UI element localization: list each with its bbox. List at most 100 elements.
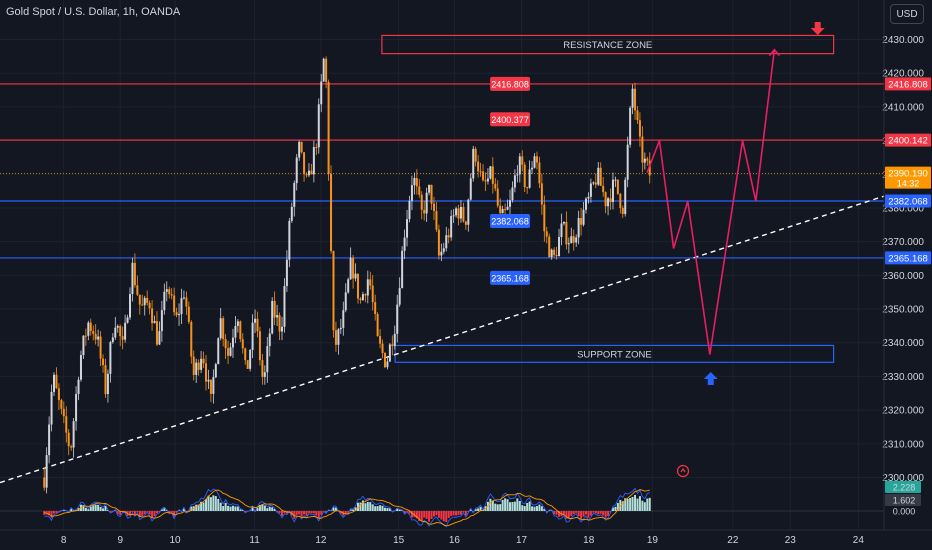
x-tick-label: 22 <box>727 535 739 546</box>
candle <box>62 401 65 424</box>
candle-body <box>543 204 546 232</box>
macd-bar <box>504 498 507 511</box>
alert-clock-icon[interactable] <box>676 464 690 478</box>
candle-body <box>361 294 364 301</box>
candle <box>217 337 220 365</box>
candle-body <box>224 339 227 349</box>
macd-bar <box>317 511 320 519</box>
candle <box>136 275 139 297</box>
candle <box>511 181 514 203</box>
y-tick-label: 2420.000 <box>882 69 924 80</box>
candle-body <box>347 279 350 293</box>
candle <box>182 290 185 300</box>
candle-body <box>452 215 455 217</box>
candle <box>592 181 595 186</box>
macd-bar <box>641 500 644 511</box>
candle-body <box>401 250 404 289</box>
macd-bar <box>136 511 139 513</box>
macd-bar <box>158 511 161 513</box>
candle <box>106 369 109 403</box>
macd-bar <box>55 511 58 514</box>
candle <box>234 316 237 344</box>
candle-body <box>489 166 492 179</box>
candle <box>295 153 298 191</box>
candle-body <box>131 262 134 295</box>
candle <box>354 263 357 282</box>
candle-body <box>599 167 602 186</box>
candle-body <box>290 206 293 221</box>
candle-body <box>533 156 536 168</box>
candle <box>477 155 480 178</box>
macd-bar <box>558 511 561 517</box>
candle <box>278 312 281 341</box>
candle-body <box>423 209 426 214</box>
candle <box>435 202 438 232</box>
macd-bar <box>423 511 426 518</box>
y-tick-label: 2320.000 <box>882 406 924 417</box>
macd-bar <box>219 502 222 511</box>
macd-bar <box>244 511 247 513</box>
candle <box>116 324 119 333</box>
current-price-label: 2390.190 <box>888 169 928 180</box>
candle <box>349 247 352 280</box>
candle-body <box>266 346 269 373</box>
candle <box>376 312 379 337</box>
candle <box>72 417 75 458</box>
macd-bar <box>379 505 382 511</box>
candle <box>619 193 622 214</box>
candle-body <box>388 344 391 362</box>
candle-body <box>540 183 543 205</box>
candle <box>607 196 610 216</box>
callout-label: 2400.377 <box>491 115 529 125</box>
candle-body <box>509 200 511 207</box>
candle <box>249 348 252 372</box>
candle-body <box>359 298 362 301</box>
candle-body <box>376 314 379 337</box>
candle-body <box>516 174 519 176</box>
candle-body <box>587 196 590 199</box>
candle-body <box>109 342 112 374</box>
candle <box>531 161 534 175</box>
candle <box>599 162 602 186</box>
macd-bar <box>604 511 607 518</box>
macd-bar <box>271 507 274 511</box>
callout-badge <box>490 112 531 127</box>
projection-line <box>646 49 776 355</box>
candle-body <box>190 322 193 357</box>
candle <box>121 326 124 350</box>
macd-bar <box>582 511 585 517</box>
candle <box>43 467 46 491</box>
macd-bar <box>303 511 306 515</box>
current-price-badge <box>885 166 931 189</box>
candle <box>553 247 556 258</box>
macd-bar <box>565 511 568 519</box>
candle <box>109 340 112 383</box>
candle-body <box>70 446 73 448</box>
currency-button[interactable]: USD <box>890 4 924 24</box>
candle <box>143 295 146 316</box>
candle <box>442 242 445 255</box>
candle-body <box>624 179 627 214</box>
candle-body <box>65 416 68 433</box>
candle <box>241 333 244 354</box>
macd-bar <box>295 511 298 516</box>
candle <box>45 447 48 494</box>
candle <box>437 224 440 260</box>
macd-bar <box>222 506 225 511</box>
candle-body <box>236 321 239 327</box>
candle-body <box>577 218 580 238</box>
macd-bar <box>231 505 234 511</box>
signal-line <box>44 489 650 527</box>
candle-body <box>496 188 499 206</box>
macd-bar <box>440 511 443 520</box>
candle <box>236 319 239 333</box>
candle <box>489 165 492 180</box>
candle-body <box>325 58 328 82</box>
macd-bar <box>479 506 482 511</box>
macd-bar <box>70 508 73 511</box>
candle-body <box>403 237 406 251</box>
candle <box>222 316 225 347</box>
candle-body <box>114 327 117 338</box>
candle-body <box>332 251 335 331</box>
macd-bar <box>320 511 323 515</box>
